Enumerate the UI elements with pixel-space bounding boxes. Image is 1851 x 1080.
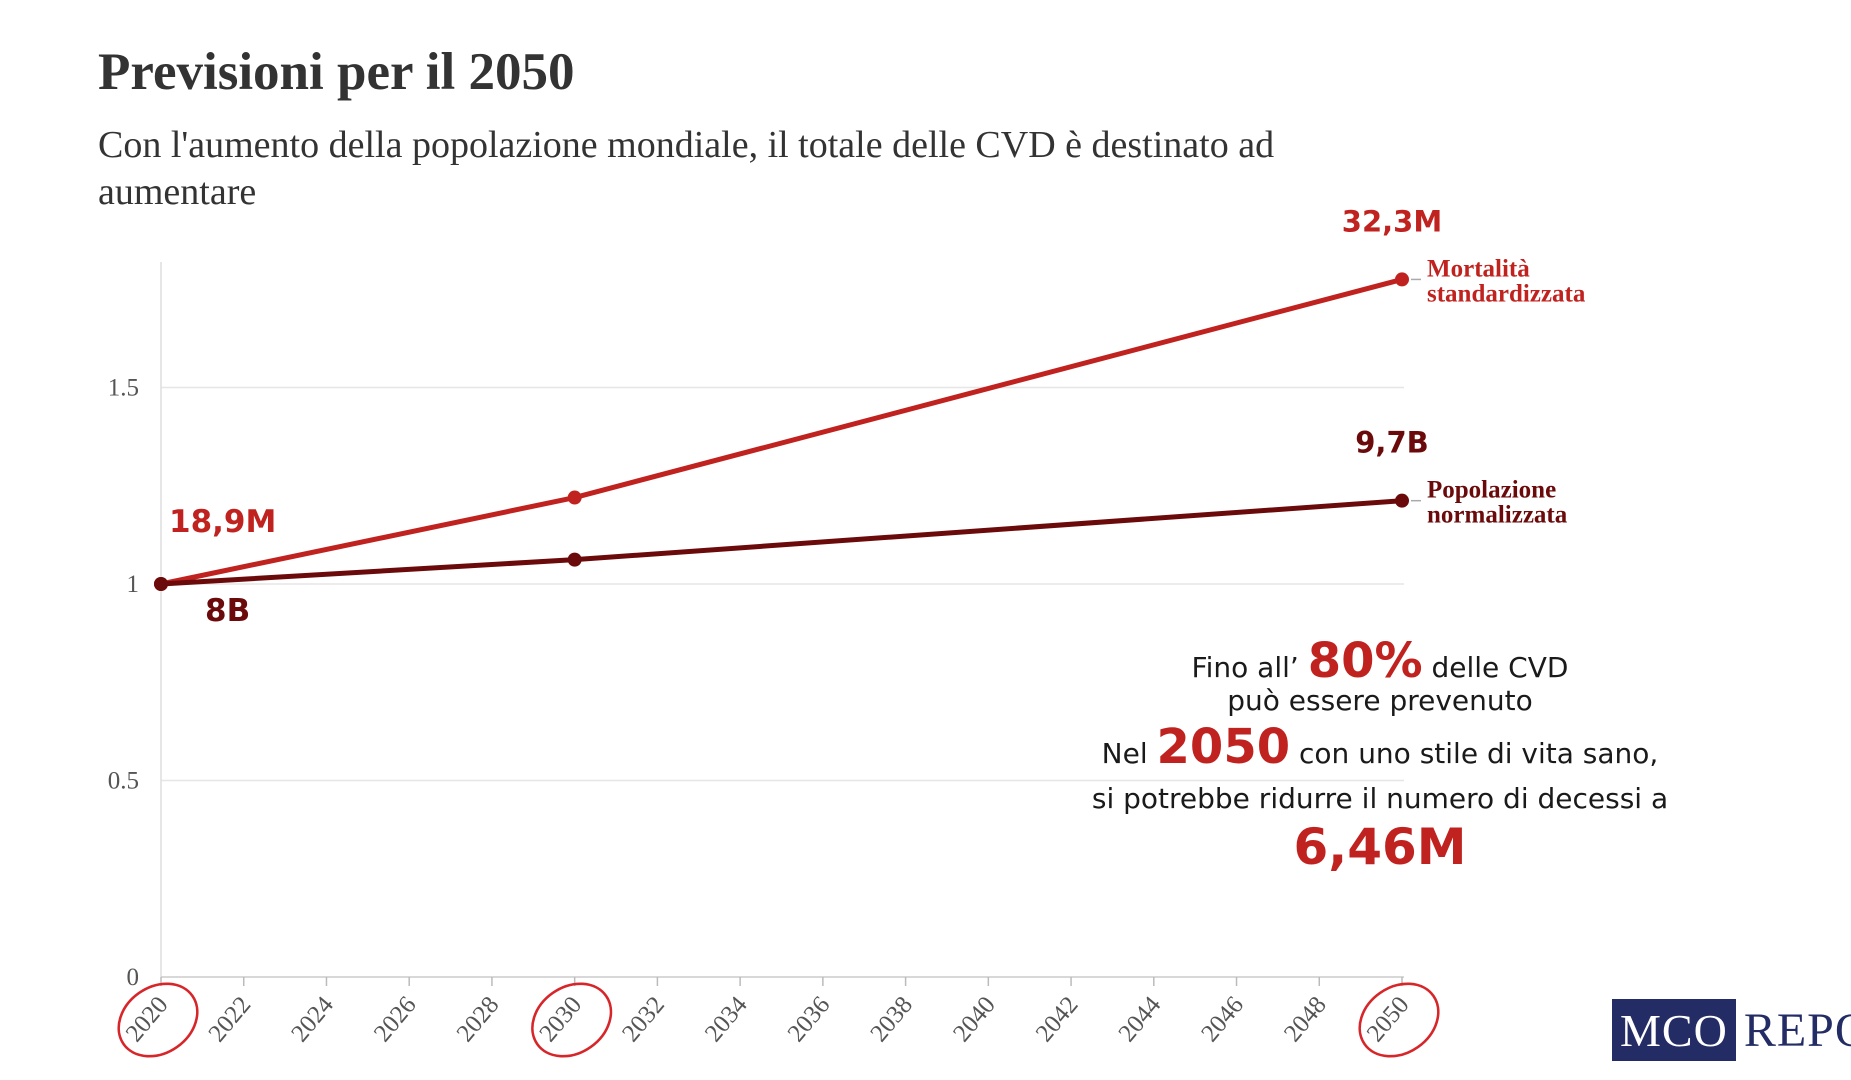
grid-lines bbox=[161, 386, 1404, 782]
series-line-0 bbox=[158, 276, 1405, 587]
page-subtitle: Con l'aumento della popolazione mondiale… bbox=[98, 124, 1275, 213]
annotation-deaths: 6,46M bbox=[1293, 818, 1467, 876]
x-tick-label-2042: 2042 bbox=[1031, 992, 1084, 1048]
mco-report-logo: MCO REPORT bbox=[1612, 997, 1851, 1063]
annotation-fino: Fino all’ bbox=[1191, 651, 1299, 684]
series-0-legend-line-1: standardizzata bbox=[1427, 280, 1586, 307]
series-0-end-label: 32,3M bbox=[1342, 204, 1442, 238]
annotation-year: 2050 bbox=[1156, 719, 1291, 775]
x-tick-label-2020: 2020 bbox=[121, 992, 174, 1048]
series-1-legend-line-0: Popolazione bbox=[1427, 477, 1556, 504]
highlight-circle-2050 bbox=[1358, 982, 1440, 1058]
series-1-legend-line-1: normalizzata bbox=[1427, 502, 1568, 529]
x-tick-label-2026: 2026 bbox=[369, 992, 422, 1048]
series-0-start-label: 18,9M bbox=[169, 504, 276, 540]
logo-box: MCO bbox=[1612, 999, 1736, 1061]
annotation-prevenuto: può essere prevenuto bbox=[1227, 684, 1533, 717]
series-0-point-2050 bbox=[1395, 272, 1409, 287]
x-tick-label-2046: 2046 bbox=[1196, 992, 1249, 1048]
series-lines bbox=[154, 272, 1409, 591]
x-tick-label-2030: 2030 bbox=[534, 992, 587, 1048]
x-tick-label-2050: 2050 bbox=[1362, 992, 1415, 1048]
y-tick-label-1: 1 bbox=[127, 571, 140, 598]
series-1-start-label: 8B bbox=[205, 593, 250, 629]
x-tick-label-2038: 2038 bbox=[865, 992, 918, 1048]
x-tick-label-2040: 2040 bbox=[948, 992, 1001, 1048]
series-1-point-2030 bbox=[567, 552, 582, 567]
page-title: Previsioni per il 2050 bbox=[98, 43, 575, 101]
series-1-point-2050 bbox=[1395, 493, 1409, 508]
annotation-line-3: Nel 2050 con uno stile di vita sano, bbox=[1020, 719, 1740, 775]
annotation-stile: con uno stile di vita sano, bbox=[1299, 737, 1659, 770]
annotation-percent: 80% bbox=[1307, 633, 1423, 689]
x-tick-label-2036: 2036 bbox=[783, 992, 836, 1048]
annotation-cvd: delle CVD bbox=[1431, 651, 1569, 684]
y-tick-label-0: 0 bbox=[127, 964, 140, 991]
annotation-line-5: 6,46M bbox=[1180, 818, 1580, 876]
y-tick-label-1.5: 1.5 bbox=[108, 375, 139, 402]
series-0-point-2030 bbox=[567, 490, 582, 505]
annotation-ridurre: si potrebbe ridurre il numero di decessi… bbox=[1091, 782, 1669, 815]
x-tick-label-2044: 2044 bbox=[1114, 991, 1167, 1047]
annotation-line-4: si potrebbe ridurre il numero di decessi… bbox=[1020, 782, 1740, 815]
annotation-line-1: Fino all’ 80% delle CVD bbox=[1020, 633, 1740, 689]
x-tick-label-2024: 2024 bbox=[286, 991, 339, 1047]
series-line-1 bbox=[158, 498, 1405, 587]
y-tick-label-0.5: 0.5 bbox=[108, 768, 139, 795]
x-tick-label-2032: 2032 bbox=[617, 992, 670, 1048]
series-1-point-2020 bbox=[154, 577, 168, 591]
highlight-circle-2020 bbox=[117, 982, 199, 1058]
x-tick-label-2028: 2028 bbox=[452, 992, 505, 1048]
series-0-legend-line-0: Mortalità bbox=[1427, 255, 1530, 282]
series-1-end-label: 9,7B bbox=[1355, 426, 1428, 460]
x-tick-label-2022: 2022 bbox=[204, 992, 257, 1048]
x-tick-label-2034: 2034 bbox=[700, 991, 753, 1047]
x-tick-label-2048: 2048 bbox=[1279, 992, 1332, 1048]
highlight-circle-2030 bbox=[531, 982, 613, 1058]
logo-text: REPORT bbox=[1743, 1003, 1851, 1057]
annotation-line-2: può essere prevenuto bbox=[1020, 684, 1740, 717]
annotation-nel: Nel bbox=[1101, 737, 1148, 770]
